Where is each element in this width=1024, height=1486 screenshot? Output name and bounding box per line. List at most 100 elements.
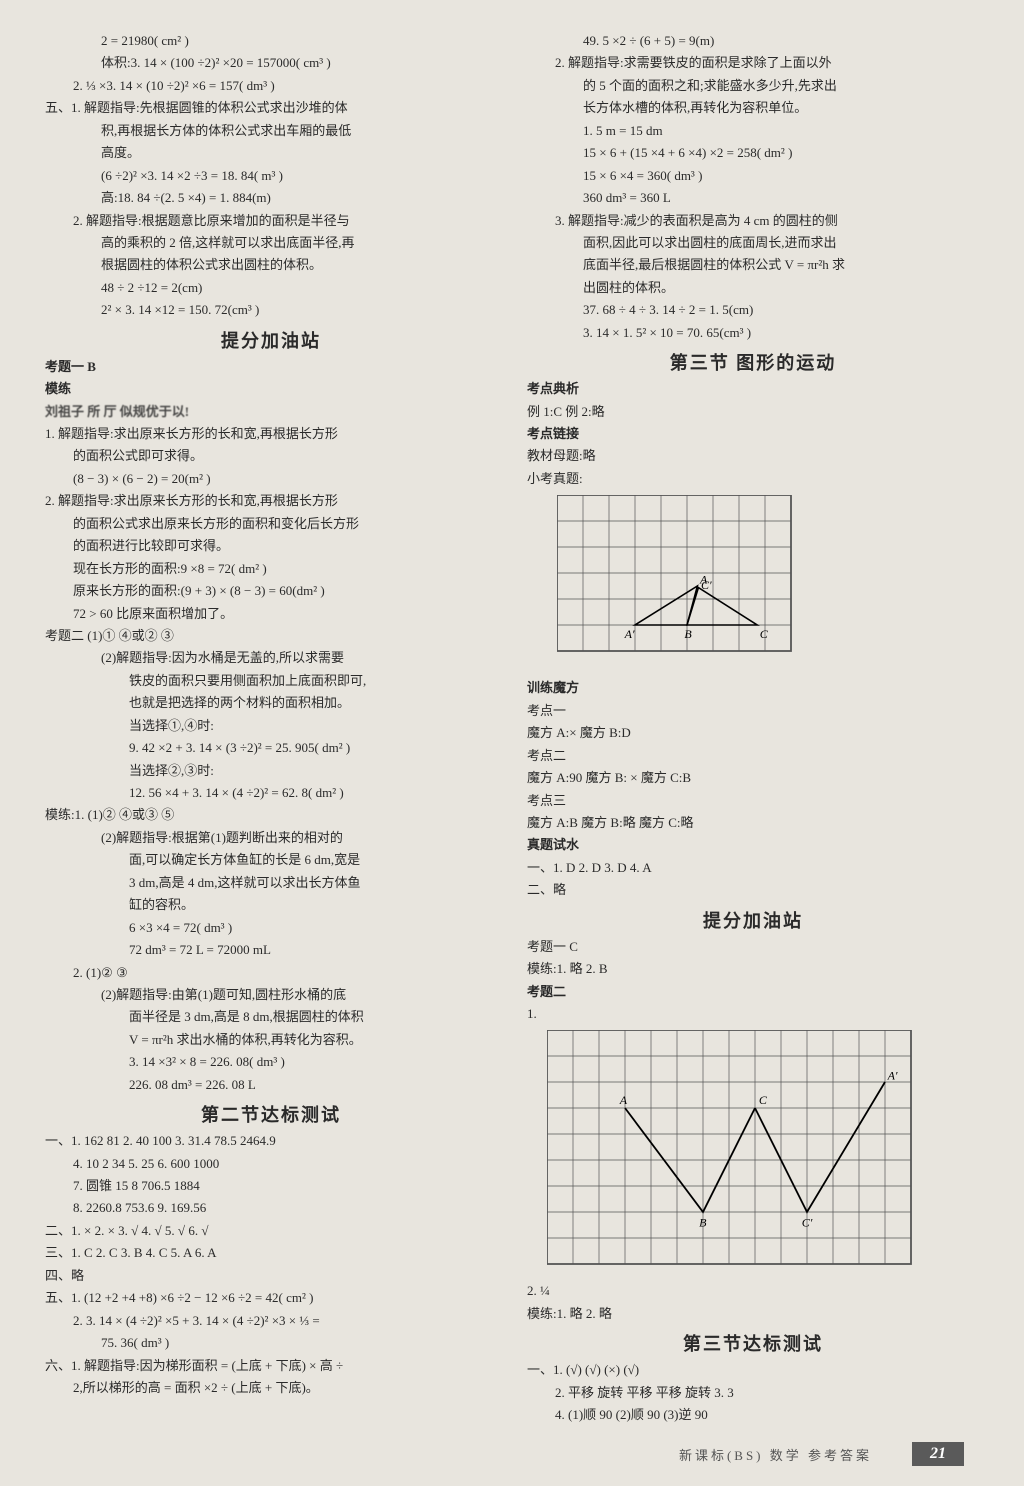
- text-line: 教材母题:略: [527, 445, 979, 466]
- heading: 第三节 图形的运动: [527, 349, 979, 375]
- text-line: 高的乘积的 2 倍,这样就可以求出底面半径,再: [45, 232, 497, 253]
- text-line: 出圆柱的体积。: [527, 277, 979, 298]
- text-line: 1. 解题指导:求出原来长方形的长和宽,再根据长方形: [45, 423, 497, 444]
- text-line: 面,可以确定长方体鱼缸的长是 6 dm,宽是: [45, 849, 497, 870]
- text-line: 1. 5 m = 15 dm: [527, 120, 979, 141]
- text-line: 4. (1)顺 90 (2)顺 90 (3)逆 90: [527, 1404, 979, 1425]
- text-line: 15 × 6 ×4 = 360( dm³ ): [527, 165, 979, 186]
- text-line: 3. 14 × 1. 5² × 10 = 70. 65(cm³ ): [527, 322, 979, 343]
- text-line: 长方体水槽的体积,再转化为容积单位。: [527, 97, 979, 118]
- text-line: 2,所以梯形的高 = 面积 ×2 ÷ (上底 + 下底)。: [45, 1377, 497, 1398]
- text-line: 7. 圆锥 15 8 706.5 1884: [45, 1175, 497, 1196]
- footer: 新课标(BS) 数学 参考答案 21: [0, 1442, 1024, 1466]
- text-line: 底面半径,最后根据圆柱的体积公式 V = πr²h 求: [527, 254, 979, 275]
- text-line: 五、1. (12 +2 +4 +8) ×6 ÷2 − 12 ×6 ÷2 = 42…: [45, 1287, 497, 1308]
- svg-text:B: B: [699, 1216, 707, 1230]
- page: 2 = 21980( cm² ) 体积:3. 14 × (100 ÷2)² ×2…: [0, 0, 1024, 1447]
- text-line: 2. (1)② ③: [45, 962, 497, 983]
- text-line: 2. 解题指导:求出原来长方形的长和宽,再根据长方形: [45, 490, 497, 511]
- heading: 提分加油站: [45, 327, 497, 353]
- svg-text:A′: A′: [887, 1069, 898, 1083]
- text-line: 9. 42 ×2 + 3. 14 × (3 ÷2)² = 25. 905( dm…: [45, 737, 497, 758]
- text-line: 现在长方形的面积:9 ×8 = 72( dm² ): [45, 558, 497, 579]
- text-line: 考题二: [527, 981, 979, 1002]
- text-line: 五、1. 解题指导:先根据圆锥的体积公式求出沙堆的体: [45, 97, 497, 118]
- text-line: 积,再根据长方体的体积公式求出车厢的最低: [45, 120, 497, 141]
- text-line: 2. ¼: [527, 1280, 979, 1301]
- text-line: 当选择②,③时:: [45, 760, 497, 781]
- text-line: 2. 解题指导:根据题意比原来增加的面积是半径与: [45, 210, 497, 231]
- text-line: 模练:1. 略 2. B: [527, 958, 979, 979]
- text-line: 真题试水: [527, 834, 979, 855]
- text-line: 37. 68 ÷ 4 ÷ 3. 14 ÷ 2 = 1. 5(cm): [527, 299, 979, 320]
- heading: 第二节达标测试: [45, 1101, 497, 1127]
- text-line: 模练: [45, 378, 497, 399]
- text-line: 六、1. 解题指导:因为梯形面积 = (上底 + 下底) × 高 ÷: [45, 1355, 497, 1376]
- right-column: 49. 5 ×2 ÷ (6 + 5) = 9(m) 2. 解题指导:求需要铁皮的…: [527, 30, 979, 1427]
- text-line: 一、1. 162 81 2. 40 100 3. 31.4 78.5 2464.…: [45, 1130, 497, 1151]
- text-line: 考点三: [527, 790, 979, 811]
- text-line: 6 ×3 ×4 = 72( dm³ ): [45, 917, 497, 938]
- text-line: (8 − 3) × (6 − 2) = 20(m² ): [45, 468, 497, 489]
- blurred-text: 刘祖子 所 厅 似规优于以!: [45, 401, 497, 422]
- text-line: 三、1. C 2. C 3. B 4. C 5. A 6. A: [45, 1242, 497, 1263]
- text-line: 考点一: [527, 700, 979, 721]
- text-line: 模练:1. 略 2. 略: [527, 1303, 979, 1324]
- text-line: 2. 平移 旋转 平移 平移 旋转 3. 3: [527, 1382, 979, 1403]
- text-line: 2. 3. 14 × (4 ÷2)² ×5 + 3. 14 × (4 ÷2)² …: [45, 1310, 497, 1331]
- text-line: 体积:3. 14 × (100 ÷2)² ×20 = 157000( cm³ ): [45, 52, 497, 73]
- text-line: 3 dm,高是 4 dm,这样就可以求出长方体鱼: [45, 872, 497, 893]
- text-line: 3. 14 ×3² × 8 = 226. 08( dm³ ): [45, 1051, 497, 1072]
- text-line: 的面积公式即可求得。: [45, 445, 497, 466]
- text-line: 15 × 6 + (15 ×4 + 6 ×4) ×2 = 258( dm² ): [527, 142, 979, 163]
- text-line: 4. 10 2 34 5. 25 6. 600 1000: [45, 1153, 497, 1174]
- text-line: (2)解题指导:由第(1)题可知,圆柱形水桶的底: [45, 984, 497, 1005]
- text-line: (2)解题指导:因为水桶是无盖的,所以求需要: [45, 647, 497, 668]
- text-line: 3. 解题指导:减少的表面积是高为 4 cm 的圆柱的侧: [527, 210, 979, 231]
- text-line: 也就是把选择的两个材料的面积相加。: [45, 692, 497, 713]
- text-line: 考题二 (1)① ④或② ③: [45, 625, 497, 646]
- svg-text:A′: A′: [624, 627, 635, 641]
- text-line: 缸的容积。: [45, 894, 497, 915]
- svg-text:B: B: [684, 627, 692, 641]
- text-line: 根据圆柱的体积公式求出圆柱的体积。: [45, 254, 497, 275]
- text-line: 例 1:C 例 2:略: [527, 401, 979, 422]
- text-line: 魔方 A:× 魔方 B:D: [527, 722, 979, 743]
- text-line: 面半径是 3 dm,高是 8 dm,根据圆柱的体积: [45, 1006, 497, 1027]
- text-line: 魔方 A:90 魔方 B: × 魔方 C:B: [527, 767, 979, 788]
- text-line: 考题一 B: [45, 356, 497, 377]
- svg-text:A: A: [619, 1094, 628, 1108]
- svg-text:C: C: [759, 1094, 768, 1108]
- text-line: 一、1. (√) (√) (×) (√): [527, 1359, 979, 1380]
- text-line: 72 dm³ = 72 L = 72000 mL: [45, 939, 497, 960]
- text-line: (2)解题指导:根据第(1)题判断出来的相对的: [45, 827, 497, 848]
- grid-diagram-2: ABCA′C′: [547, 1030, 979, 1274]
- grid-diagram-1: AC′A′BC: [557, 495, 979, 671]
- text-line: (6 ÷2)² ×3. 14 ×2 ÷3 = 18. 84( m³ ): [45, 165, 497, 186]
- text-line: 226. 08 dm³ = 226. 08 L: [45, 1074, 497, 1095]
- text-line: 2² × 3. 14 ×12 = 150. 72(cm³ ): [45, 299, 497, 320]
- text-line: 模练:1. (1)② ④或③ ⑤: [45, 804, 497, 825]
- footer-text: 新课标(BS) 数学 参考答案: [679, 1445, 872, 1464]
- text-line: 考点链接: [527, 423, 979, 444]
- heading: 第三节达标测试: [527, 1330, 979, 1356]
- text-line: 一、1. D 2. D 3. D 4. A: [527, 857, 979, 878]
- text-line: 的面积进行比较即可求得。: [45, 535, 497, 556]
- text-line: 2 = 21980( cm² ): [45, 30, 497, 51]
- text-line: 二、1. × 2. × 3. √ 4. √ 5. √ 6. √: [45, 1220, 497, 1241]
- text-line: 二、略: [527, 879, 979, 900]
- text-line: 面积,因此可以求出圆柱的底面周长,进而求出: [527, 232, 979, 253]
- text-line: 考题一 C: [527, 936, 979, 957]
- svg-text:C′: C′: [701, 578, 712, 592]
- text-line: 48 ÷ 2 ÷12 = 2(cm): [45, 277, 497, 298]
- text-line: 的 5 个面的面积之和;求能盛水多少升,先求出: [527, 75, 979, 96]
- text-line: 的面积公式求出原来长方形的面积和变化后长方形: [45, 513, 497, 534]
- text-line: 75. 36( dm³ ): [45, 1332, 497, 1353]
- text-line: 2. 解题指导:求需要铁皮的面积是求除了上面以外: [527, 52, 979, 73]
- text-line: 360 dm³ = 360 L: [527, 187, 979, 208]
- text-line: 高度。: [45, 142, 497, 163]
- svg-text:C: C: [760, 627, 769, 641]
- text-line: 原来长方形的面积:(9 + 3) × (8 − 3) = 60(dm² ): [45, 580, 497, 601]
- text-line: V = πr²h 求出水桶的体积,再转化为容积。: [45, 1029, 497, 1050]
- text-line: 考点典析: [527, 378, 979, 399]
